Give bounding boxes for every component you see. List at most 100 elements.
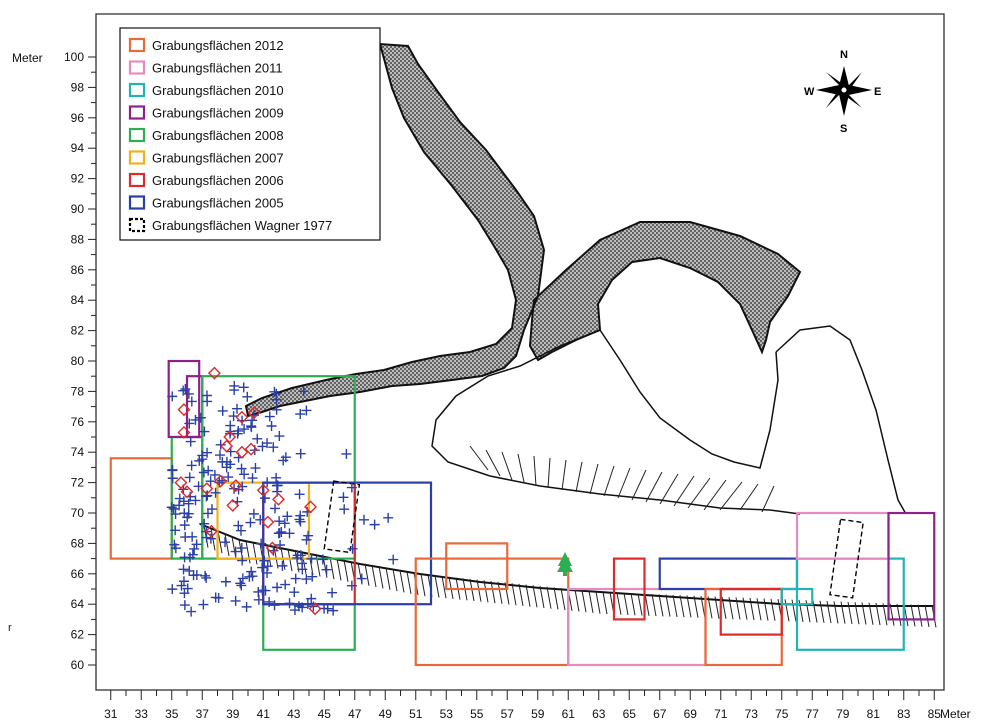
find-cross [167, 465, 178, 476]
hatch-line [602, 592, 608, 615]
hatch-line [441, 576, 447, 599]
find-diamond [308, 602, 322, 616]
excavation-trench [262, 603, 356, 651]
x-tick-label: 79 [836, 707, 850, 721]
find-cross [180, 532, 191, 543]
hatch-line [658, 594, 664, 617]
find-cross [277, 560, 288, 571]
x-tick-label: 33 [135, 707, 149, 721]
find-cross [198, 599, 209, 610]
find-cross [191, 539, 202, 550]
hatch-line [714, 596, 720, 619]
find-cross [180, 384, 191, 395]
x-tick-label: 35 [165, 707, 179, 721]
y-tick-label: 80 [71, 354, 85, 368]
find-cross [282, 511, 293, 522]
find-cross [223, 472, 234, 483]
hatch-line [735, 597, 741, 620]
find-cross [246, 566, 257, 577]
hatch-line [546, 586, 552, 609]
find-cross [178, 576, 189, 587]
find-cross [246, 422, 257, 433]
find-cross [238, 382, 249, 393]
find-cross [257, 585, 268, 596]
find-cross [168, 503, 179, 514]
excavation-trench [658, 557, 799, 591]
find-cross [346, 482, 357, 493]
find-cross [229, 385, 240, 396]
find-cross [230, 546, 241, 557]
find-cross [269, 386, 280, 397]
find-cross [284, 528, 295, 539]
hatch-line [581, 590, 587, 613]
hatch-line [749, 597, 755, 621]
hatch-line [364, 563, 370, 586]
hatch-line [525, 584, 531, 607]
hatch-line [651, 593, 657, 617]
find-cross [167, 584, 178, 595]
find-cross [166, 502, 177, 513]
find-cross [250, 463, 261, 474]
find-cross [257, 562, 268, 573]
y-axis: 100 98 96 94 92 90 88 86 84 82 80 78 76 74 72 70 68 66 64 6… [64, 50, 96, 672]
hatch-line [420, 574, 426, 597]
y-axis-unit: Meter [12, 51, 43, 65]
hatch-line [217, 531, 223, 554]
find-diamond [244, 442, 258, 456]
find-cross [195, 412, 206, 423]
find-cross [202, 447, 213, 458]
find-cross [183, 508, 194, 519]
find-diamond [174, 476, 188, 490]
find-cross [221, 462, 232, 473]
x-tick-label: 63 [592, 707, 606, 721]
y-tick-label: 94 [71, 141, 85, 155]
legend: Grabungsflächen 2012 Grabungsflächen 2011… [119, 27, 381, 241]
finds-diamond-markers [174, 366, 322, 616]
hatch-line [434, 575, 440, 598]
hatch-line [623, 592, 629, 616]
compass-s: S [840, 123, 847, 135]
find-cross [279, 518, 290, 529]
find-cross [297, 602, 308, 613]
find-cross [199, 426, 210, 437]
hatch-line [854, 602, 860, 625]
x-tick-label: 55 [470, 707, 484, 721]
x-tick-label: 57 [501, 707, 515, 721]
hatch-line [791, 599, 797, 622]
find-cross [339, 504, 350, 515]
find-cross [174, 500, 185, 511]
hatch-line [924, 604, 930, 628]
hatch-line [399, 570, 405, 593]
hatch-line [875, 602, 881, 626]
hatch-line [497, 581, 503, 604]
hatch-line [476, 579, 482, 602]
find-cross [236, 580, 247, 591]
x-tick-label: 59 [531, 707, 545, 721]
x-tick-label: 61 [562, 707, 576, 721]
y-tick-label: 64 [71, 597, 85, 611]
find-cross [237, 573, 248, 584]
excavation-trench [887, 511, 936, 621]
hatch-line [560, 588, 566, 611]
find-cross [178, 385, 189, 396]
find-cross [259, 555, 270, 566]
find-cross [201, 572, 212, 583]
find-cross [186, 396, 197, 407]
find-cross [230, 595, 241, 606]
hatch-line [868, 602, 874, 625]
find-cross [301, 574, 312, 585]
find-cross [220, 576, 231, 587]
x-axis: 31 33 35 37 39 41 43 45 47 49 51 53 55 57 59 61 63 65 67 69… [104, 690, 941, 721]
slope-hatching-cave [469, 445, 775, 513]
find-diamond [272, 492, 285, 506]
hatch-line [686, 595, 692, 618]
y-tick-label: 74 [71, 445, 85, 459]
find-cross [233, 484, 244, 495]
legend-label: Grabungsflächen 2008 [152, 128, 284, 143]
find-cross [182, 583, 193, 594]
find-cross [170, 525, 181, 536]
compass-e: E [874, 86, 881, 98]
find-cross [174, 493, 185, 504]
hatch-line [406, 571, 412, 594]
